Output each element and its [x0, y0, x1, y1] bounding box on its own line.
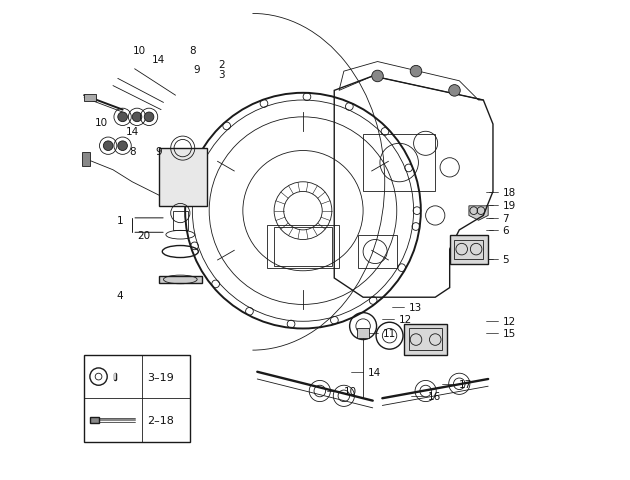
- Text: 3–19: 3–19: [147, 372, 174, 382]
- Bar: [404, 324, 447, 355]
- Text: 15: 15: [503, 329, 516, 338]
- Text: 18: 18: [503, 188, 516, 198]
- Text: 10: 10: [133, 46, 146, 55]
- Text: 2–18: 2–18: [147, 415, 174, 425]
- Bar: [358, 235, 397, 269]
- Text: 19: 19: [503, 201, 516, 210]
- Bar: [159, 149, 207, 206]
- Bar: [267, 226, 339, 269]
- Circle shape: [118, 113, 127, 122]
- Bar: [409, 329, 442, 350]
- Text: 8: 8: [189, 46, 196, 55]
- Text: 14: 14: [125, 127, 139, 137]
- Text: 16: 16: [428, 391, 441, 401]
- Polygon shape: [469, 206, 488, 221]
- Circle shape: [103, 142, 113, 151]
- Bar: [90, 417, 99, 423]
- Text: 9: 9: [194, 65, 200, 74]
- Text: 4: 4: [117, 290, 123, 300]
- Text: 14: 14: [152, 55, 165, 65]
- Text: 8: 8: [129, 146, 135, 156]
- Text: 10: 10: [344, 386, 357, 396]
- Text: 5: 5: [503, 254, 509, 264]
- Text: 6: 6: [503, 226, 509, 235]
- Text: 11: 11: [382, 329, 396, 338]
- Polygon shape: [159, 276, 202, 283]
- Bar: [274, 228, 332, 266]
- Text: 3: 3: [218, 70, 224, 79]
- Bar: [450, 235, 488, 264]
- Circle shape: [372, 71, 383, 83]
- Bar: [357, 329, 369, 338]
- Text: 9: 9: [156, 146, 162, 156]
- Text: 17: 17: [459, 379, 472, 389]
- Bar: [363, 134, 435, 192]
- Text: 20: 20: [138, 230, 151, 240]
- Text: 12: 12: [503, 317, 516, 326]
- Text: 13: 13: [409, 302, 422, 312]
- Circle shape: [449, 85, 461, 97]
- Bar: [84, 95, 96, 102]
- Bar: [82, 153, 90, 167]
- Text: 14: 14: [368, 367, 381, 377]
- Bar: [173, 211, 188, 230]
- Bar: [454, 240, 483, 259]
- Circle shape: [132, 113, 142, 122]
- Circle shape: [144, 113, 154, 122]
- Text: 7: 7: [503, 214, 509, 223]
- Text: 10: 10: [94, 118, 108, 127]
- Text: 1: 1: [117, 216, 123, 226]
- Circle shape: [118, 142, 127, 151]
- Text: 12: 12: [399, 314, 413, 324]
- Circle shape: [410, 66, 421, 78]
- Bar: [84, 355, 190, 442]
- Text: 2: 2: [218, 60, 224, 70]
